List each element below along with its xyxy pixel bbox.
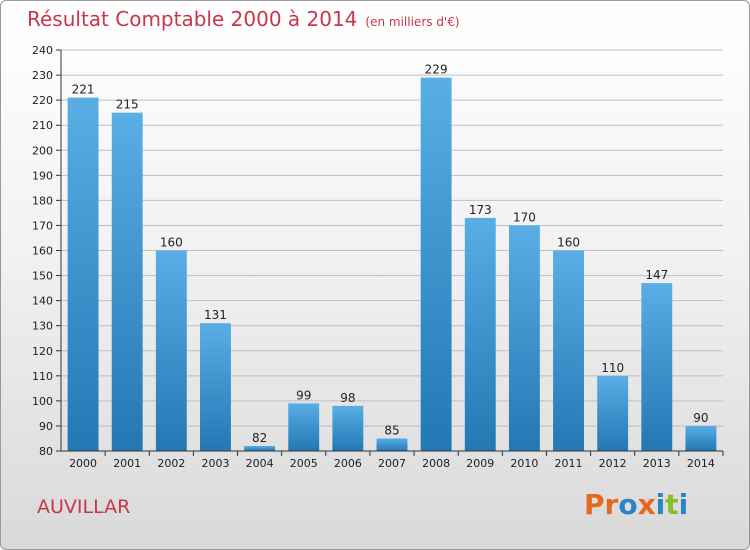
data-label: 221	[72, 83, 95, 97]
data-label: 90	[693, 411, 708, 425]
y-tick-label: 180	[32, 194, 53, 207]
logo-letter: P	[584, 488, 605, 521]
y-tick-label: 190	[32, 169, 53, 182]
location-label: AUVILLAR	[37, 496, 131, 518]
data-label: 147	[645, 268, 668, 282]
x-tick-label: 2011	[555, 457, 583, 470]
data-label: 98	[340, 391, 355, 405]
y-tick-label: 80	[39, 445, 53, 458]
chart-title-text: Résultat Comptable 2000 à 2014	[27, 7, 358, 31]
bar	[288, 403, 320, 451]
y-tick-label: 140	[32, 295, 53, 308]
bar	[244, 445, 276, 451]
bar	[376, 438, 408, 451]
x-tick-label: 2003	[201, 457, 229, 470]
y-tick-label: 90	[39, 420, 53, 433]
x-tick-label: 2002	[157, 457, 185, 470]
chart-title: Résultat Comptable 2000 à 2014 (en millie…	[27, 7, 460, 31]
y-tick-label: 100	[32, 395, 53, 408]
y-tick-label: 170	[32, 219, 53, 232]
data-label: 160	[557, 236, 580, 250]
y-tick-label: 160	[32, 245, 53, 258]
y-tick-label: 120	[32, 345, 53, 358]
bar	[553, 250, 584, 451]
x-tick-label: 2006	[334, 457, 362, 470]
y-tick-label: 240	[32, 44, 53, 57]
data-label: 85	[384, 423, 399, 437]
bar	[111, 112, 143, 451]
y-tick-label: 230	[32, 69, 53, 82]
bar	[420, 77, 452, 451]
data-label: 82	[252, 431, 267, 445]
y-tick-label: 150	[32, 270, 53, 283]
x-tick-label: 2010	[510, 457, 538, 470]
data-label: 229	[425, 63, 448, 77]
logo-letter: t	[665, 488, 679, 521]
logo-letter: r	[604, 488, 619, 521]
data-label: 131	[204, 308, 227, 322]
data-label: 215	[116, 98, 139, 112]
x-tick-label: 2012	[599, 457, 627, 470]
logo-letter: i	[655, 488, 666, 521]
bar	[597, 375, 629, 451]
x-tick-label: 2004	[246, 457, 274, 470]
y-tick-label: 220	[32, 94, 53, 107]
bar	[155, 250, 187, 451]
y-tick-label: 200	[32, 144, 53, 157]
bar	[464, 217, 496, 451]
bar	[685, 425, 717, 451]
data-label: 170	[513, 210, 536, 224]
proxiti-logo: Proxiti	[584, 488, 688, 521]
bars	[67, 77, 717, 452]
y-tick-label: 130	[32, 320, 53, 333]
x-tick-label: 2014	[687, 457, 715, 470]
labels: 80 90 100 110 120 130 140 150 160 170 180 190 200 210…	[32, 44, 715, 470]
y-tick-label: 110	[32, 370, 53, 383]
x-tick-label: 2001	[113, 457, 141, 470]
data-label: 160	[160, 236, 183, 250]
x-tick-label: 2009	[466, 457, 494, 470]
bar	[200, 323, 231, 451]
x-tick-label: 2013	[643, 457, 671, 470]
bar	[641, 283, 673, 451]
logo-letter: i	[678, 488, 689, 521]
logo-letter: o	[618, 488, 638, 521]
logo-letter: x	[637, 488, 656, 521]
x-tick-label: 2005	[290, 457, 318, 470]
bar	[332, 405, 364, 451]
bar	[508, 225, 540, 451]
data-label: 99	[296, 388, 311, 402]
data-label: 110	[601, 361, 624, 375]
y-tick-label: 210	[32, 119, 53, 132]
x-tick-label: 2008	[422, 457, 450, 470]
x-tick-label: 2007	[378, 457, 406, 470]
bar	[67, 97, 99, 452]
axes	[56, 49, 724, 456]
x-tick-label: 2000	[69, 457, 97, 470]
data-label: 173	[469, 203, 492, 217]
chart-unit: (en milliers d'€)	[365, 15, 460, 29]
